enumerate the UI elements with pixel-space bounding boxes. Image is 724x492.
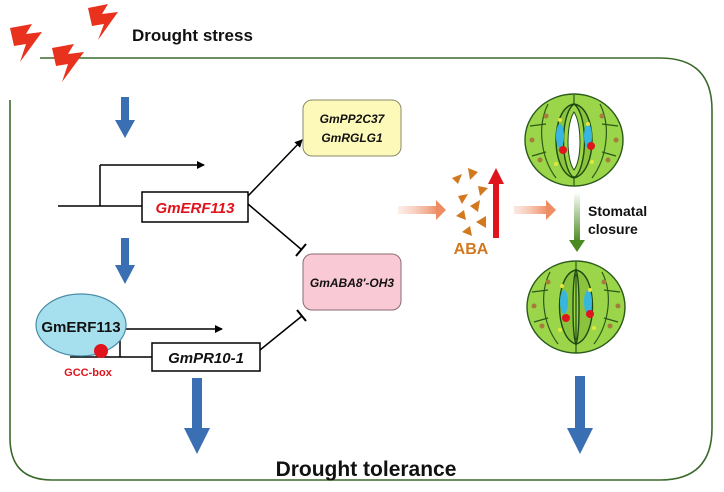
gmerf113-gene-label: GmERF113	[156, 200, 236, 217]
repression-line	[248, 204, 302, 250]
gcc-box-marker	[94, 344, 108, 358]
drought-stress-label: Drought stress	[132, 26, 253, 45]
aba-label: ABA	[454, 241, 489, 258]
lightning-bolt-icon	[10, 24, 42, 62]
aba-molecules-icon	[452, 168, 488, 236]
gmaba8-oh3-label: GmABA8′-OH3	[310, 276, 395, 290]
repression-line	[260, 316, 302, 350]
stomatal-label: Stomatal	[588, 203, 647, 219]
blue-down-arrow	[184, 378, 210, 454]
gmpp2c37-label: GmPP2C37	[320, 112, 386, 126]
gmerf113-protein-label: GmERF113	[41, 319, 120, 336]
pp2c-rglg-box	[303, 100, 401, 156]
closure-label: closure	[588, 221, 638, 237]
gradient-arrow-to-aba	[398, 200, 446, 220]
blue-down-arrow	[115, 97, 135, 138]
closed-stoma-icon	[527, 261, 625, 353]
stomatal-closure-arrow	[569, 192, 585, 252]
gmrglg1-label: GmRGLG1	[321, 131, 383, 145]
gmpr10-gene-label: GmPR10-1	[168, 350, 244, 367]
lightning-bolt-icon	[52, 44, 84, 82]
gradient-arrow-to-stomata	[514, 200, 556, 220]
gcc-box-label: GCC-box	[64, 367, 113, 379]
lightning-bolt-icon	[88, 4, 118, 40]
activation-arrow	[248, 140, 302, 196]
aba-increase-arrow	[488, 168, 504, 238]
drought-tolerance-label: Drought tolerance	[276, 458, 457, 481]
open-stoma-icon	[525, 94, 623, 186]
blue-down-arrow	[567, 376, 593, 454]
blue-down-arrow	[115, 238, 135, 284]
